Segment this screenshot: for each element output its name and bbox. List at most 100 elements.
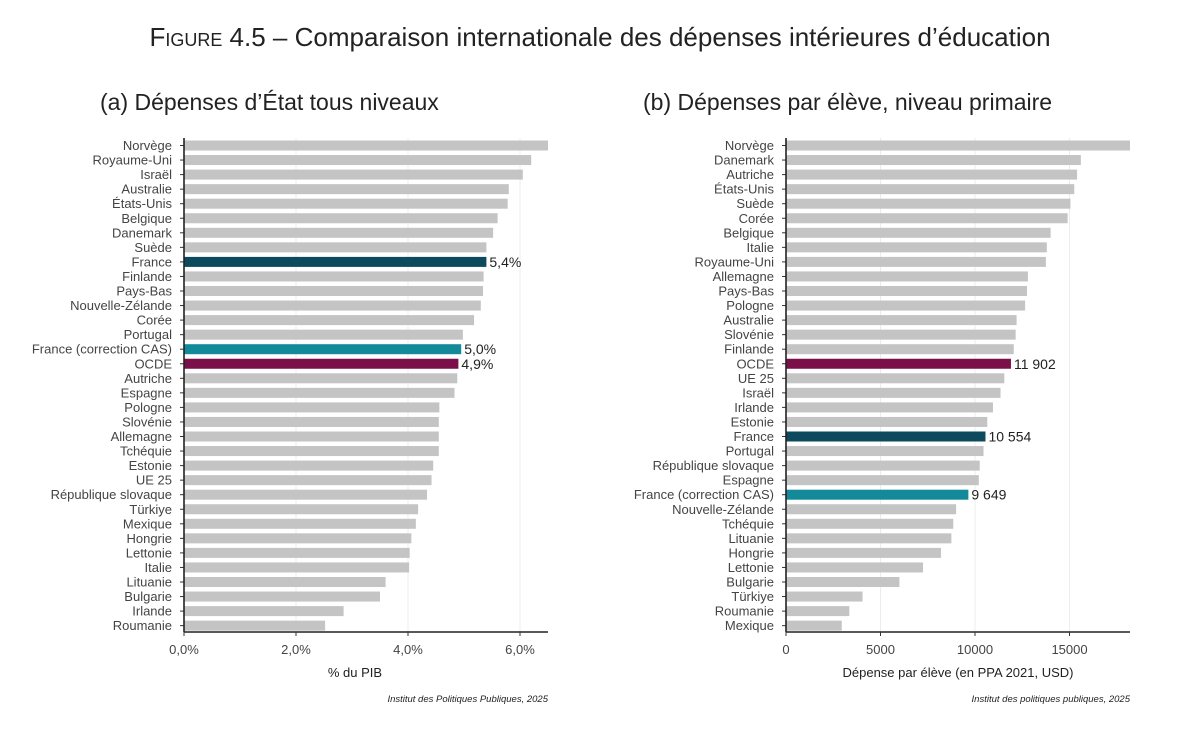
bar [184,140,548,151]
bar [184,431,439,442]
x-tick-label: 0,0% [169,642,199,657]
category-label: Nouvelle-Zélande [70,298,172,313]
category-label: Pologne [124,400,172,415]
bar [184,460,434,471]
bar [184,504,419,515]
bar [184,562,410,573]
x-axis-label: % du PIB [328,665,382,680]
bar [786,300,1026,311]
figure-title-text: Comparaison internationale des dépenses … [294,22,1051,52]
category-label: Allemagne [713,269,774,284]
x-tick-label: 10000 [957,642,993,657]
bar [786,358,1011,369]
bar [184,213,498,224]
data-label: 10 554 [988,429,1031,445]
data-label: 5,4% [489,254,521,270]
category-label: Estonie [129,458,172,473]
bar [786,416,988,427]
category-label: Mexique [725,618,774,633]
x-tick-label: 5000 [866,642,895,657]
category-label: Espagne [723,473,774,488]
category-label: Belgique [121,211,172,226]
category-label: République slovaque [51,487,172,502]
bar [184,518,416,529]
category-label: France (correction CAS) [634,487,774,502]
bar [786,431,986,442]
bar [184,577,386,587]
category-label: Italie [145,560,172,575]
bar [184,315,475,326]
bar [184,606,344,617]
category-label: France [132,254,172,269]
category-label: Autriche [124,371,172,386]
category-label: Hongrie [728,545,774,560]
category-label: Suède [134,240,172,255]
bar [786,475,979,486]
x-tick-label: 6,0% [505,642,535,657]
category-label: Pologne [726,298,774,313]
category-label: UE 25 [136,473,172,488]
category-label: Hongrie [126,531,172,546]
category-label: États-Unis [112,196,172,211]
bar [786,329,1016,340]
data-label: 5,0% [464,341,496,357]
bar [786,489,969,500]
bar [184,242,487,253]
bar [184,329,463,340]
category-label: Italie [747,240,774,255]
category-label: Suède [736,196,774,211]
category-label: Allemagne [111,429,172,444]
bar [184,620,326,631]
category-label: Royaume-Uni [695,254,775,269]
category-label: Norvège [123,138,172,153]
bar [786,606,850,617]
bar [786,547,941,558]
bar [786,533,952,544]
bar [184,591,380,602]
bar [786,387,1001,398]
category-label: Mexique [123,516,172,531]
x-tick-label: 0 [782,642,789,657]
source-note: Institut des politiques publiques, 2025 [972,694,1131,705]
chart-title: (a) Dépenses d’État tous niveaux [100,89,439,115]
category-label: Australie [723,313,774,328]
category-label: Australie [121,182,172,197]
bar [786,286,1027,296]
bar [184,547,410,558]
bar [184,475,432,486]
bar [786,577,900,587]
category-label: Royaume-Uni [93,153,173,168]
category-label: Norvège [725,138,774,153]
category-label: Belgique [723,225,774,240]
bar [184,227,494,238]
category-label: Roumanie [113,618,172,633]
data-label: 11 902 [1014,356,1056,372]
category-label: Pays-Bas [116,284,172,299]
category-label: Tchéquie [722,516,774,531]
bar [786,140,1130,151]
category-label: France (correction CAS) [32,342,172,357]
category-label: Portugal [726,444,775,459]
bar [786,227,1051,238]
bar [786,446,984,457]
category-label: OCDE [134,356,172,371]
category-label: Lituanie [126,575,172,590]
bar [786,256,1046,267]
bar [184,344,462,355]
category-label: UE 25 [738,371,774,386]
bar [786,198,1071,209]
bar [786,242,1047,253]
bar [184,286,484,296]
bar [184,489,428,500]
bar [184,373,458,384]
category-label: Estonie [731,414,774,429]
x-tick-label: 4,0% [393,642,423,657]
chart-panel-b: (b) Dépenses par élève, niveau primaire N… [634,89,1131,705]
bar [786,620,842,631]
category-label: Lituanie [728,531,774,546]
category-label: Portugal [124,327,173,342]
bar [184,155,532,166]
chart-title: (b) Dépenses par élève, niveau primaire [643,89,1052,115]
x-axis-label: Dépense par élève (en PPA 2021, USD) [842,665,1073,680]
